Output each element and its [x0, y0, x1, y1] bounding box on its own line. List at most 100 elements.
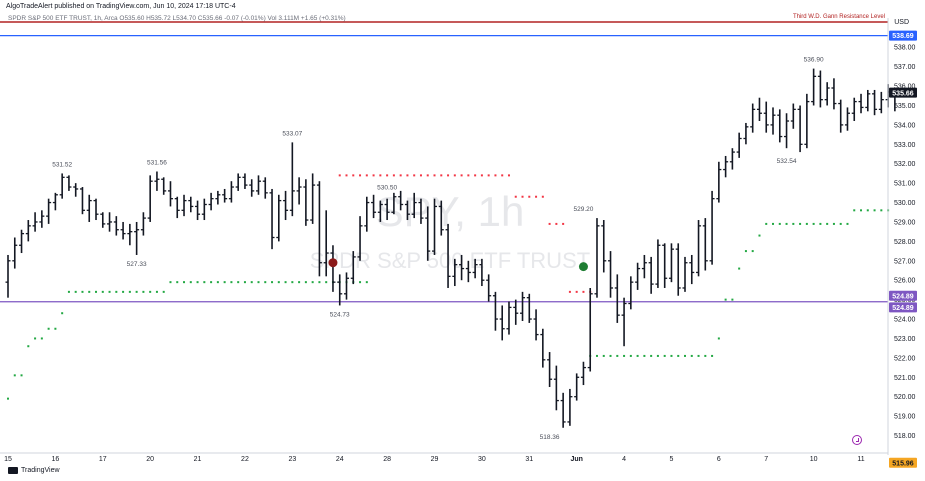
ohlc-bar — [608, 251, 614, 298]
price-badge-bg — [889, 457, 917, 468]
ohlc-bar — [154, 171, 160, 191]
ohlc-bar — [5, 254, 11, 298]
support-dot — [257, 281, 260, 284]
support-dot — [223, 281, 226, 284]
support-dot — [738, 267, 741, 270]
support-dot — [271, 281, 274, 284]
ohlc-bar — [147, 175, 153, 222]
time-tick-label: 7 — [764, 456, 768, 463]
support-dot — [67, 290, 70, 293]
resistance-dot — [399, 174, 402, 177]
ohlc-bar — [25, 220, 31, 242]
resistance-dot — [338, 174, 341, 177]
support-dot — [636, 354, 639, 357]
ohlc-bar — [215, 190, 221, 205]
resistance-dot — [345, 174, 348, 177]
support-dot — [203, 281, 206, 284]
price-tick-label: 537.00 — [894, 64, 916, 71]
support-dot — [792, 222, 795, 225]
ohlc-bar — [73, 183, 79, 197]
ohlc-bar — [167, 181, 173, 207]
time-tick-label: Jun — [570, 456, 582, 463]
ohlc-bar — [39, 210, 45, 228]
ohlc-bar — [228, 181, 234, 203]
ohlc-bar — [432, 198, 438, 255]
support-dot — [819, 222, 822, 225]
price-tick-label: 519.00 — [894, 414, 916, 421]
resistance-dot — [406, 174, 409, 177]
resistance-dot — [453, 174, 456, 177]
resistance-dot — [352, 174, 355, 177]
resistance-dot — [372, 174, 375, 177]
ohlc-bar — [689, 254, 695, 285]
ohlc-bar — [208, 192, 214, 211]
ohlc-bar — [201, 198, 207, 221]
price-tick-label: 536.00 — [894, 84, 916, 91]
support-dot — [677, 354, 680, 357]
resistance-dot — [467, 174, 470, 177]
ohlc-bar — [52, 192, 58, 211]
ohlc-bar — [716, 161, 722, 203]
price-badge: 524.89 — [889, 302, 917, 313]
support-dot — [230, 281, 233, 284]
price-badge-text: 535.66 — [892, 90, 914, 97]
ohlc-bar — [188, 196, 194, 213]
ohlc-bar — [86, 194, 92, 222]
support-dot — [61, 312, 64, 315]
time-tick-label: 4 — [622, 456, 626, 463]
ohlc-bar — [472, 258, 478, 279]
support-dot — [108, 290, 111, 293]
price-badge: 538.69 — [889, 30, 917, 41]
support-dot — [751, 250, 754, 253]
support-dot — [772, 222, 775, 225]
ohlc-bar — [709, 190, 715, 265]
ohlc-bar — [100, 212, 106, 228]
support-dot — [162, 290, 165, 293]
ohlc-bar — [269, 188, 275, 250]
swing-label: 532.54 — [777, 158, 797, 165]
resistance-dot — [379, 174, 382, 177]
support-dot — [690, 354, 693, 357]
ohlc-bar — [858, 93, 864, 114]
ohlc-bar — [59, 173, 65, 199]
support-dot — [697, 354, 700, 357]
time-tick-label: 5 — [670, 456, 674, 463]
support-dot — [243, 281, 246, 284]
ohlc-bar — [750, 103, 756, 133]
clock-icon[interactable] — [852, 435, 862, 445]
ohlc-bar — [404, 200, 410, 221]
resistance-dot — [365, 174, 368, 177]
price-tick-label: 533.00 — [894, 142, 916, 149]
published-line: AlgoTradeAlert published on TradingView.… — [6, 3, 236, 10]
support-dot — [778, 222, 781, 225]
ohlc-bar — [12, 237, 18, 269]
time-tick-label: 24 — [336, 456, 344, 463]
support-dot — [365, 281, 368, 284]
ohlc-bar — [831, 78, 837, 110]
support-dot — [142, 290, 145, 293]
support-dot — [785, 222, 788, 225]
support-dot — [812, 222, 815, 225]
price-badge-bg — [889, 290, 917, 301]
ohlc-bar — [249, 179, 255, 197]
ohlc-bar — [377, 200, 383, 222]
time-tick-label: 11 — [857, 456, 864, 463]
resistance-dot — [386, 174, 389, 177]
ohlc-bar — [743, 122, 749, 145]
support-dot — [650, 354, 653, 357]
support-dot — [717, 337, 720, 340]
ohlc-bar — [702, 218, 708, 271]
ohlc-bar — [479, 258, 485, 287]
swing-label: 527.33 — [127, 261, 147, 268]
resistance-dot — [460, 174, 463, 177]
ohlc-bar — [567, 388, 573, 426]
resistance-dot — [541, 195, 544, 198]
horizontal-lines — [0, 21, 888, 303]
symbol-info-line: SPDR S&P 500 ETF TRUST, 1h, Arca O535.60… — [8, 15, 346, 22]
price-tick-label: 526.00 — [894, 278, 916, 285]
price-badge: 515.96 — [889, 457, 917, 468]
ohlc-bar — [418, 198, 424, 224]
support-dot — [629, 354, 632, 357]
price-badge-bg — [889, 30, 917, 41]
